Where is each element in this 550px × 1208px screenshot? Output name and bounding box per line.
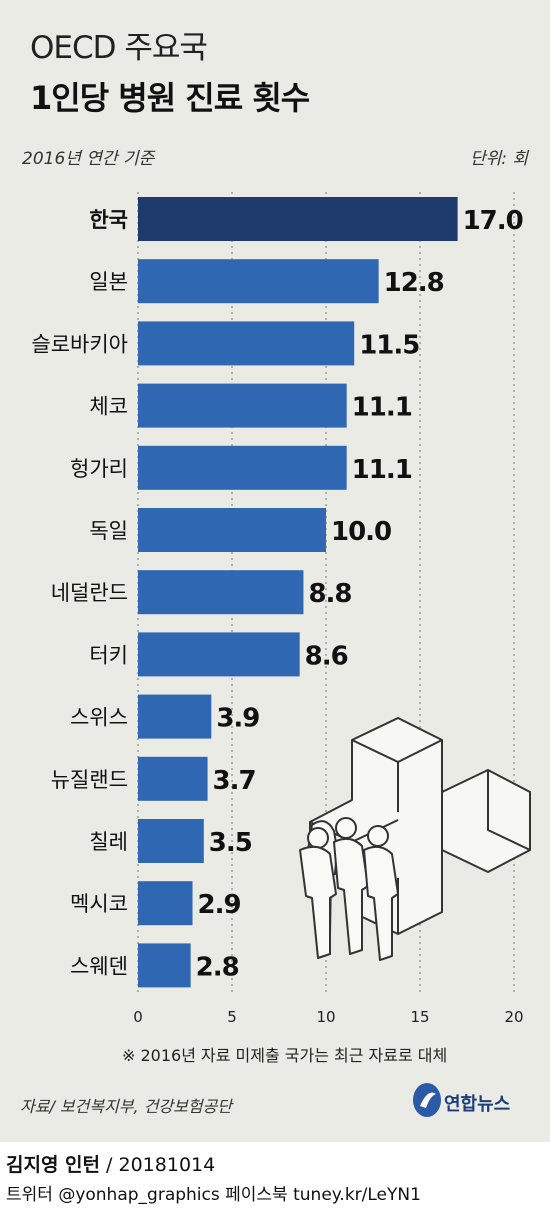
hospital-people-illustration <box>299 717 531 961</box>
category-label: 체코 <box>89 395 128 419</box>
value-label: 11.5 <box>359 330 419 360</box>
value-label: 11.1 <box>352 455 412 485</box>
x-tick-label: 5 <box>227 1008 237 1026</box>
value-label: 2.9 <box>198 890 241 920</box>
bar <box>138 570 304 615</box>
source-credit: 자료/ 보건복지부, 건강보험공단 <box>20 1097 233 1116</box>
category-label: 터키 <box>89 643 128 667</box>
bar <box>138 943 191 988</box>
x-tick-label: 20 <box>504 1008 523 1026</box>
bars-layer: 한국 17.0 일본 12.8 슬로바키아 11.5 체코 11.1 헝가리 11.1 독일 10.0… <box>31 197 524 988</box>
value-label: 17.0 <box>463 206 523 236</box>
bar <box>138 259 379 304</box>
value-label: 10.0 <box>331 517 391 547</box>
value-label: 2.8 <box>196 952 239 982</box>
category-label: 일본 <box>89 270 128 294</box>
author-line: 김지영 인턴 / 20181014 <box>6 1150 215 1177</box>
x-tick-label: 15 <box>410 1008 429 1026</box>
value-label: 3.5 <box>209 828 252 858</box>
bar <box>138 881 193 926</box>
category-label: 헝가리 <box>70 457 128 481</box>
yonhap-logo-icon <box>413 1083 441 1117</box>
bar <box>138 445 347 490</box>
footnote: ※ 2016년 자료 미제출 국가는 최근 자료로 대체 <box>122 1046 448 1065</box>
bar <box>138 197 458 241</box>
bar <box>138 819 204 863</box>
bar <box>138 756 208 801</box>
x-tick-label: 10 <box>316 1008 335 1026</box>
title-line-1: OECD 주요국 <box>30 30 208 66</box>
x-tick-label: 0 <box>133 1008 143 1026</box>
bar <box>138 694 212 739</box>
category-label: 한국 <box>89 208 128 232</box>
value-label: 11.1 <box>352 393 412 423</box>
bar <box>138 508 326 552</box>
value-label: 3.9 <box>216 704 259 734</box>
value-label: 12.8 <box>384 268 444 298</box>
category-label: 네덜란드 <box>51 581 128 605</box>
category-label: 뉴질랜드 <box>51 768 128 792</box>
value-label: 8.6 <box>305 641 348 671</box>
bar <box>138 632 300 677</box>
category-label: 멕시코 <box>70 892 128 916</box>
publish-date: / 20181014 <box>100 1154 216 1176</box>
category-label: 칠레 <box>89 830 128 854</box>
category-label: 슬로바키아 <box>31 332 128 356</box>
category-label: 독일 <box>89 519 128 543</box>
bar <box>138 321 355 366</box>
bar-chart: 0 5 10 15 20 한국 17.0 일본 12.8 슬로바키아 11.5 체코 11.1 헝가리 1… <box>31 192 531 1026</box>
unit-label: 단위: 회 <box>469 149 528 169</box>
social-links: 트위터 @yonhap_graphics 페이스북 tuney.kr/LeYN1 <box>6 1185 421 1205</box>
category-label: 스웨덴 <box>70 954 128 978</box>
bar <box>138 383 347 428</box>
value-label: 3.7 <box>213 766 256 796</box>
logo-text: 연합뉴스 <box>444 1094 511 1115</box>
category-label: 스위스 <box>70 706 128 730</box>
author-name: 김지영 인턴 <box>6 1154 101 1176</box>
chart-subtitle: 2016년 연간 기준 <box>22 149 155 169</box>
title-line-2: 1인당 병원 진료 횟수 <box>30 79 310 117</box>
value-label: 8.8 <box>308 579 351 609</box>
